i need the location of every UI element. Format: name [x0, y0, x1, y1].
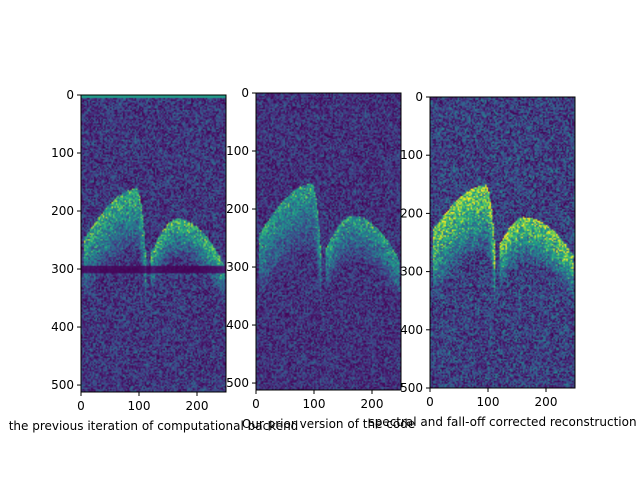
y-tick-label: 0 [66, 88, 74, 102]
y-tick-label: 0 [415, 90, 423, 104]
axes-frame [429, 96, 576, 389]
y-tick-label: 500 [400, 381, 423, 395]
axes-frame [255, 92, 402, 391]
y-tick-label: 300 [400, 265, 423, 279]
x-tick-label: 100 [303, 397, 326, 411]
y-tick-label: 100 [400, 148, 423, 162]
y-tick-label: 100 [226, 144, 249, 158]
y-tick-label: 200 [226, 202, 249, 216]
heatmap-image [430, 97, 575, 388]
axes-frame [80, 94, 227, 393]
y-tick-label: 300 [226, 260, 249, 274]
y-tick-label: 400 [226, 318, 249, 332]
y-tick-label: 200 [51, 204, 74, 218]
y-tick-label: 100 [51, 146, 74, 160]
y-tick-label: 200 [400, 206, 423, 220]
x-tick-label: 0 [77, 399, 85, 413]
x-tick-label: 200 [186, 399, 209, 413]
heatmap-image [256, 93, 401, 390]
x-axis-label: Our prior version of the code [242, 417, 415, 431]
x-tick-label: 0 [426, 395, 434, 409]
subplot-2: 0 100 200 0 100 200 300 400 500 Our prior version… [226, 86, 415, 431]
y-tick-label: 400 [51, 320, 74, 334]
subplot-3: 0 100 200 0 100 200 300 400 500 spectral and fall… [368, 90, 636, 429]
heatmap-image [81, 95, 226, 392]
y-tick-label: 500 [51, 378, 74, 392]
y-tick-label: 0 [241, 86, 249, 100]
x-axis-label: spectral and fall-off corrected reconstr… [368, 415, 636, 429]
x-tick-label: 200 [535, 395, 558, 409]
x-tick-label: 200 [361, 397, 384, 411]
subplot-1: 0 100 200 0 100 200 300 400 500 the previous iter… [9, 88, 299, 433]
x-tick-label: 100 [477, 395, 500, 409]
x-axis-label: the previous iteration of computational … [9, 419, 299, 433]
x-tick-label: 0 [252, 397, 260, 411]
y-tick-label: 500 [226, 376, 249, 390]
y-tick-label: 400 [400, 323, 423, 337]
x-tick-label: 100 [128, 399, 151, 413]
y-tick-label: 300 [51, 262, 74, 276]
